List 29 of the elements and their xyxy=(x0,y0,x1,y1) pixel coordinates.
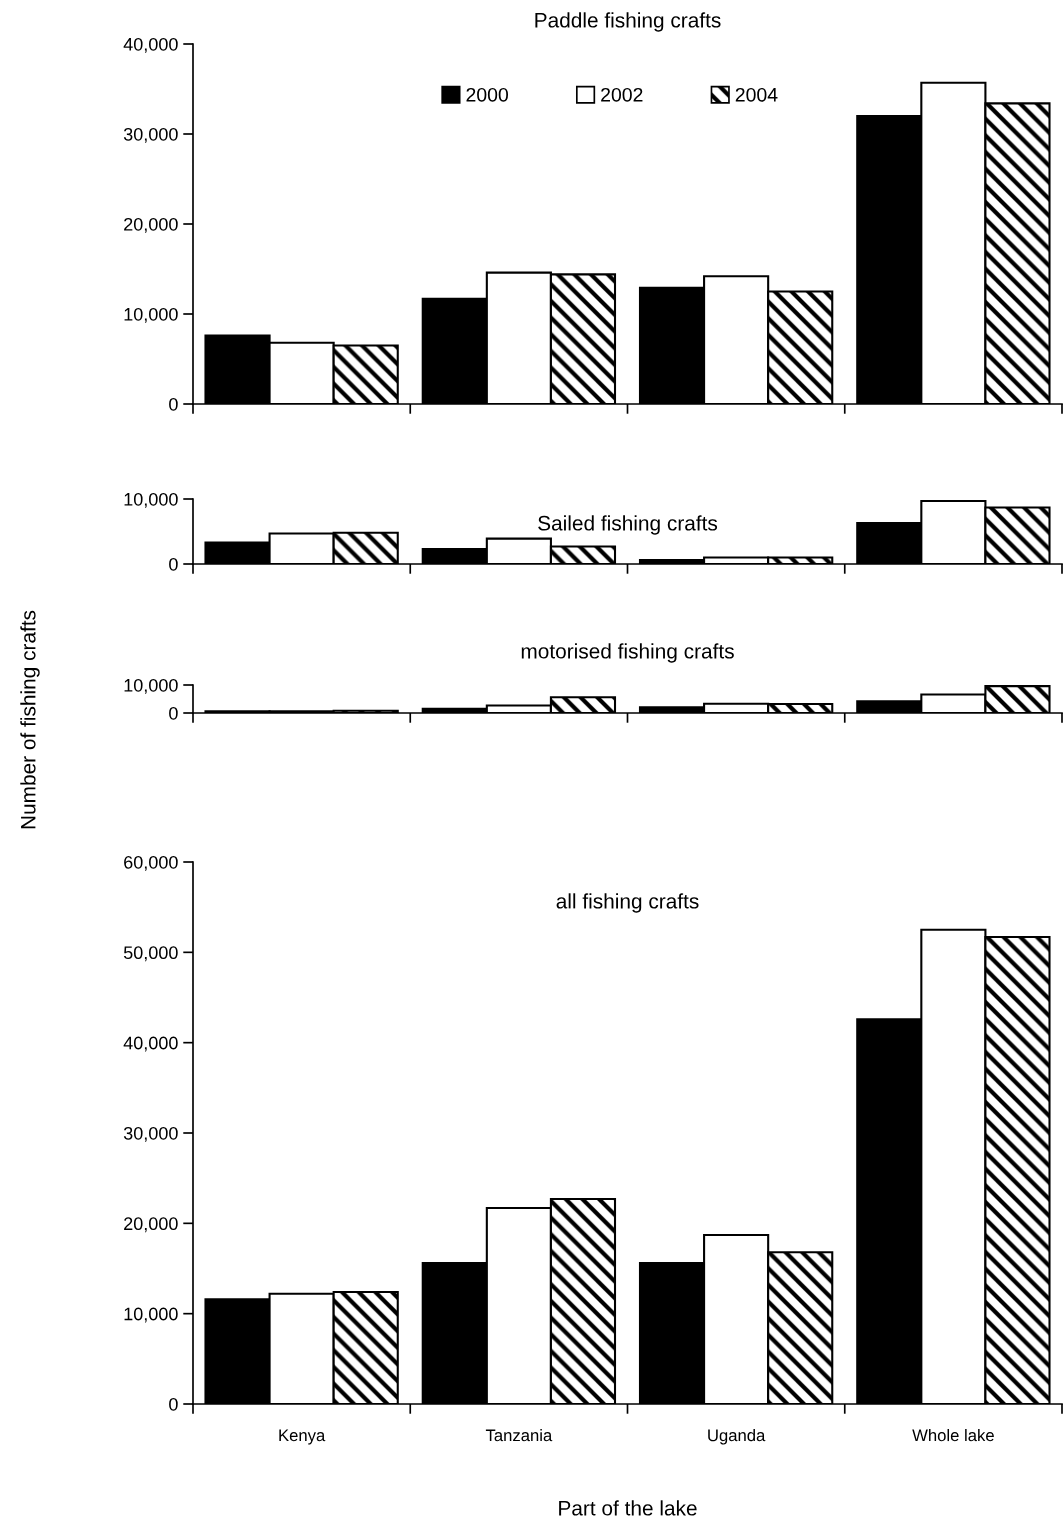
y-tick-label: 10,000 xyxy=(124,678,178,694)
y-tick-label: 60,000 xyxy=(124,855,178,871)
y-tick-label: 0 xyxy=(169,557,178,571)
y-tick-label: 20,000 xyxy=(124,1217,178,1233)
y-tick-label: 30,000 xyxy=(123,1126,178,1142)
y-tick-label: 0 xyxy=(169,397,178,411)
y-tick-label: 0 xyxy=(169,706,178,720)
y-tick-label: 0 xyxy=(169,1397,178,1411)
y-tick-label: 10,000 xyxy=(124,307,178,323)
x-tick-label: Tanzania xyxy=(485,1429,553,1442)
chart-title: motorised fishing crafts xyxy=(521,643,734,663)
y-tick-label: 50,000 xyxy=(123,946,178,962)
text: all fishing crafts xyxy=(556,893,699,913)
x-tick-label: Whole lake xyxy=(912,1429,994,1442)
x-tick-label: Uganda xyxy=(708,1429,766,1445)
y-tick-label: 40,000 xyxy=(123,37,178,53)
y-tick-label: 40,000 xyxy=(123,1036,178,1052)
y-tick-label: 30,000 xyxy=(123,127,178,143)
x-axis-title: Part of the lake xyxy=(559,1500,697,1516)
y-axis-title: Number of fishing crafts xyxy=(20,610,40,829)
y-tick-label: 10,000 xyxy=(124,492,178,508)
x-tick-label: Kenya xyxy=(279,1429,326,1445)
y-tick-label: 10,000 xyxy=(124,1307,178,1323)
legend-label: 2002 xyxy=(601,87,643,102)
chart-title: Paddle fishing crafts xyxy=(535,12,721,32)
legend-label: 2000 xyxy=(466,87,509,102)
y-tick-label: 20,000 xyxy=(124,217,178,233)
legend-label: 2004 xyxy=(735,87,778,102)
text: Sailed fishing crafts xyxy=(538,515,718,535)
